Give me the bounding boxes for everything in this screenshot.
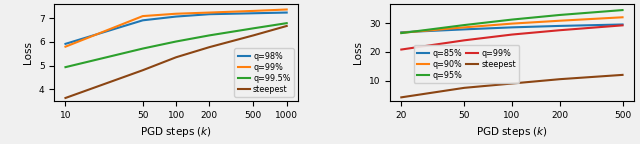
steepest: [283, 25, 291, 27]
q=99%: [283, 9, 291, 10]
Y-axis label: Loss: Loss: [353, 41, 364, 64]
Line: q=85%: q=85%: [401, 24, 623, 32]
q=95%: [460, 24, 468, 26]
q=99%: [508, 34, 516, 35]
q=99.5%: [283, 22, 291, 24]
steepest: [619, 74, 627, 76]
q=90%: [619, 16, 627, 18]
q=85%: [619, 24, 627, 25]
Line: steepest: steepest: [401, 75, 623, 97]
q=90%: [397, 32, 405, 34]
q=99%: [397, 49, 405, 50]
steepest: [139, 69, 147, 71]
Y-axis label: Loss: Loss: [24, 41, 33, 64]
q=90%: [556, 20, 563, 22]
steepest: [397, 96, 405, 98]
q=98%: [283, 12, 291, 13]
Legend: q=85%, q=90%, q=95%, q=99%, steepest: q=85%, q=90%, q=95%, q=99%, steepest: [413, 45, 519, 83]
Legend: q=98%, q=99%, q=99.5%, steepest: q=98%, q=99%, q=99.5%, steepest: [234, 48, 294, 97]
q=85%: [397, 31, 405, 33]
X-axis label: PGD steps ($k$): PGD steps ($k$): [140, 125, 212, 139]
q=99%: [61, 46, 69, 48]
q=99%: [460, 39, 468, 41]
q=85%: [556, 25, 563, 27]
q=99%: [619, 24, 627, 26]
q=99.5%: [205, 35, 213, 36]
q=95%: [508, 19, 516, 20]
q=99%: [172, 13, 180, 15]
steepest: [250, 35, 257, 36]
q=99.5%: [250, 28, 257, 29]
q=95%: [619, 9, 627, 11]
q=99%: [205, 12, 213, 13]
steepest: [61, 97, 69, 99]
Line: steepest: steepest: [65, 26, 287, 98]
steepest: [205, 46, 213, 48]
Line: q=99%: q=99%: [65, 10, 287, 47]
q=85%: [508, 26, 516, 28]
Line: q=98%: q=98%: [65, 13, 287, 44]
q=95%: [556, 14, 563, 16]
steepest: [172, 56, 180, 58]
q=98%: [61, 43, 69, 45]
q=90%: [508, 23, 516, 24]
q=90%: [460, 26, 468, 28]
q=99%: [139, 15, 147, 17]
q=99%: [250, 10, 257, 12]
q=95%: [397, 32, 405, 34]
Line: q=99.5%: q=99.5%: [65, 23, 287, 67]
q=99.5%: [61, 66, 69, 68]
Line: q=99%: q=99%: [401, 25, 623, 50]
q=98%: [205, 13, 213, 15]
q=99.5%: [172, 41, 180, 42]
steepest: [556, 78, 563, 80]
X-axis label: PGD steps ($k$): PGD steps ($k$): [476, 125, 548, 139]
Line: q=90%: q=90%: [401, 17, 623, 33]
steepest: [460, 87, 468, 89]
steepest: [508, 83, 516, 84]
q=99%: [556, 29, 563, 31]
q=98%: [172, 16, 180, 17]
q=99.5%: [139, 48, 147, 49]
q=98%: [250, 12, 257, 14]
q=98%: [139, 19, 147, 21]
q=85%: [460, 29, 468, 30]
Line: q=95%: q=95%: [401, 10, 623, 33]
